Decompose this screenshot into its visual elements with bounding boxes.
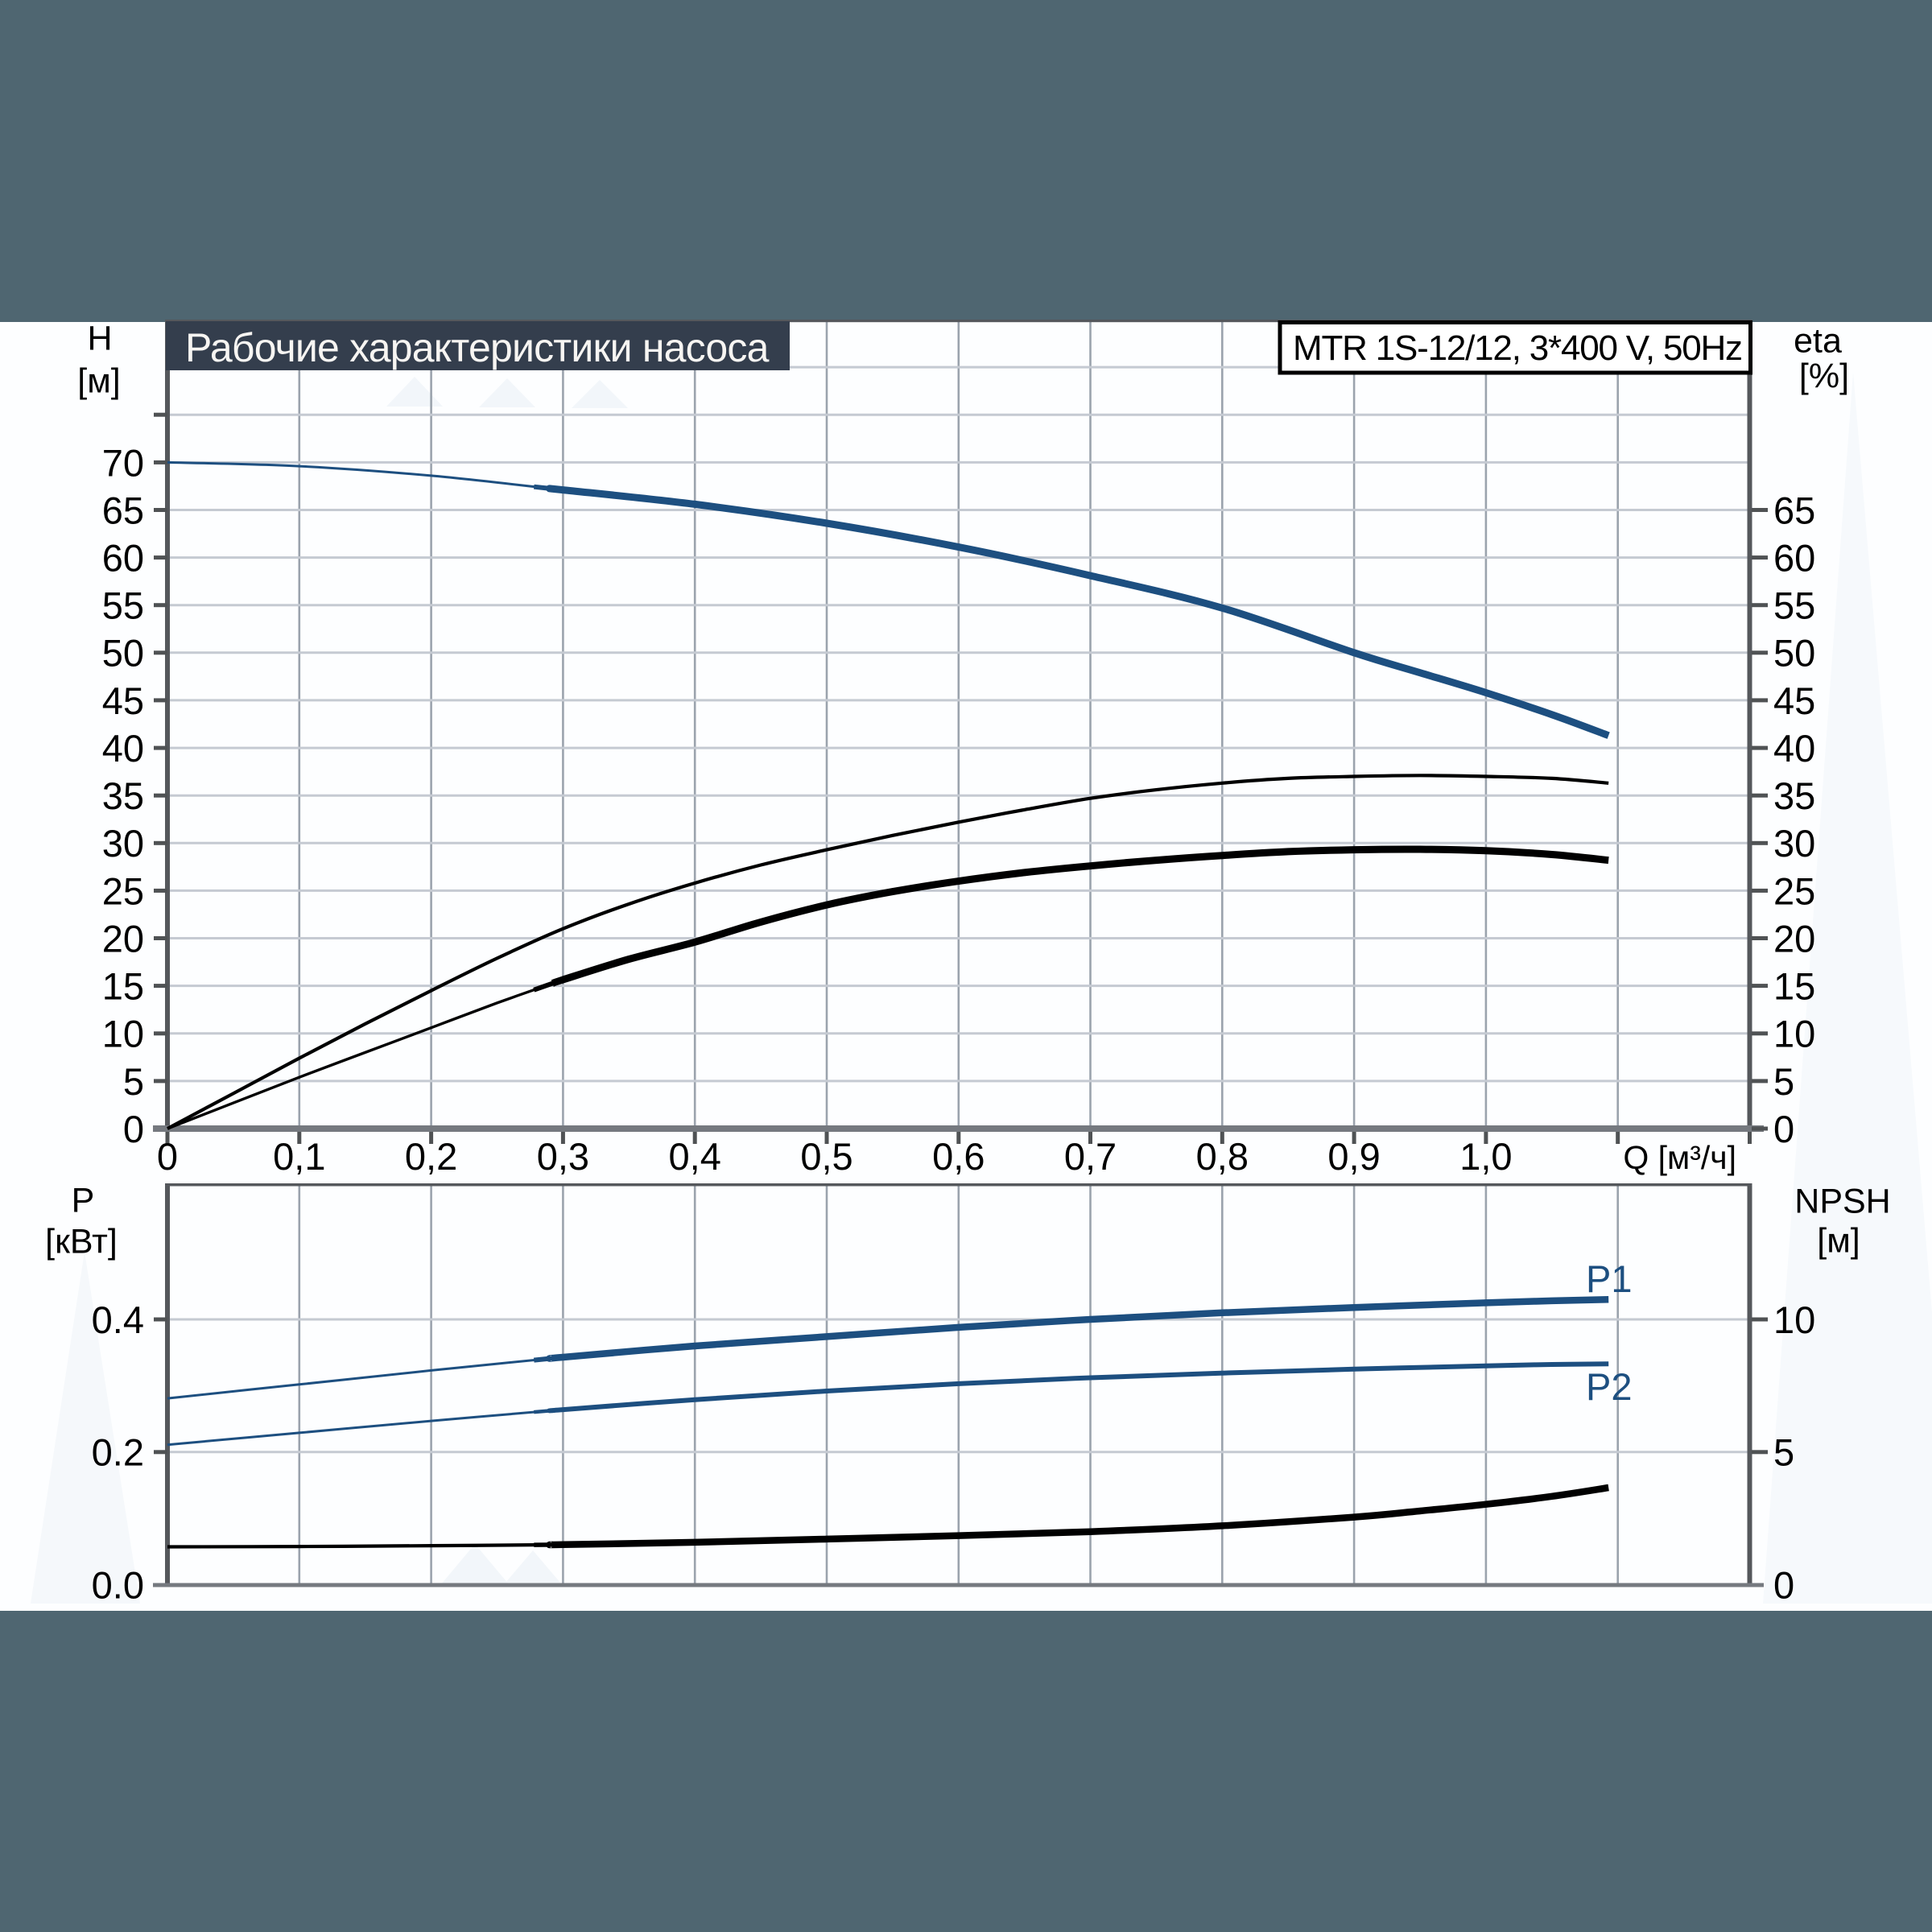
svg-text:H: H xyxy=(87,320,112,358)
svg-text:30: 30 xyxy=(1773,822,1815,865)
svg-text:0: 0 xyxy=(1773,1564,1794,1607)
svg-text:50: 50 xyxy=(1773,632,1815,675)
svg-text:70: 70 xyxy=(102,441,144,484)
svg-text:50: 50 xyxy=(102,632,144,675)
svg-text:60: 60 xyxy=(1773,537,1815,580)
svg-text:0,2: 0,2 xyxy=(405,1135,457,1178)
svg-text:eta: eta xyxy=(1794,322,1842,361)
svg-text:NPSH: NPSH xyxy=(1794,1183,1890,1221)
svg-text:45: 45 xyxy=(1773,679,1815,722)
svg-text:20: 20 xyxy=(102,918,144,960)
svg-text:0,1: 0,1 xyxy=(273,1135,325,1178)
svg-text:65: 65 xyxy=(1773,489,1815,531)
svg-text:55: 55 xyxy=(102,584,144,627)
svg-text:65: 65 xyxy=(102,489,144,531)
svg-text:0,4: 0,4 xyxy=(669,1135,721,1178)
svg-text:25: 25 xyxy=(1773,869,1815,912)
svg-text:40: 40 xyxy=(1773,727,1815,770)
svg-text:35: 35 xyxy=(102,774,144,817)
svg-text:0: 0 xyxy=(157,1135,178,1178)
svg-text:60: 60 xyxy=(102,537,144,580)
svg-text:15: 15 xyxy=(1773,965,1815,1008)
svg-text:20: 20 xyxy=(1773,918,1815,960)
svg-text:35: 35 xyxy=(1773,774,1815,817)
svg-text:0.4: 0.4 xyxy=(92,1298,144,1341)
svg-text:5: 5 xyxy=(123,1060,144,1103)
svg-text:45: 45 xyxy=(102,679,144,722)
svg-text:55: 55 xyxy=(1773,584,1815,627)
svg-text:0,5: 0,5 xyxy=(800,1135,852,1178)
svg-text:10: 10 xyxy=(1773,1013,1815,1055)
svg-text:1,0: 1,0 xyxy=(1459,1135,1512,1178)
svg-text:[%]: [%] xyxy=(1799,357,1849,396)
svg-text:0.0: 0.0 xyxy=(92,1564,144,1607)
svg-text:0,8: 0,8 xyxy=(1196,1135,1249,1178)
svg-text:25: 25 xyxy=(102,869,144,912)
svg-text:P2: P2 xyxy=(1586,1365,1633,1408)
svg-text:P: P xyxy=(72,1182,95,1220)
svg-text:0: 0 xyxy=(1773,1108,1794,1150)
svg-text:0.2: 0.2 xyxy=(92,1431,144,1474)
svg-text:15: 15 xyxy=(102,965,144,1008)
svg-text:0,6: 0,6 xyxy=(932,1135,985,1178)
svg-text:[м]: [м] xyxy=(1817,1222,1860,1261)
svg-text:Q [м³/ч]: Q [м³/ч] xyxy=(1623,1139,1736,1176)
svg-text:5: 5 xyxy=(1773,1060,1794,1103)
svg-text:40: 40 xyxy=(102,727,144,770)
svg-text:0,3: 0,3 xyxy=(537,1135,589,1178)
svg-text:Рабочие характеристики насоса: Рабочие характеристики насоса xyxy=(185,325,770,370)
svg-text:10: 10 xyxy=(1773,1298,1815,1341)
svg-text:[м]: [м] xyxy=(77,362,120,401)
svg-text:[кВт]: [кВт] xyxy=(45,1223,118,1261)
svg-text:MTR 1S-12/12, 3*400 V, 50Hz: MTR 1S-12/12, 3*400 V, 50Hz xyxy=(1293,328,1742,368)
svg-text:0,7: 0,7 xyxy=(1064,1135,1117,1178)
svg-text:0: 0 xyxy=(123,1108,144,1150)
svg-text:10: 10 xyxy=(102,1013,144,1055)
svg-text:0,9: 0,9 xyxy=(1327,1135,1380,1178)
svg-text:30: 30 xyxy=(102,822,144,865)
svg-text:P1: P1 xyxy=(1586,1257,1633,1300)
svg-text:5: 5 xyxy=(1773,1431,1794,1474)
